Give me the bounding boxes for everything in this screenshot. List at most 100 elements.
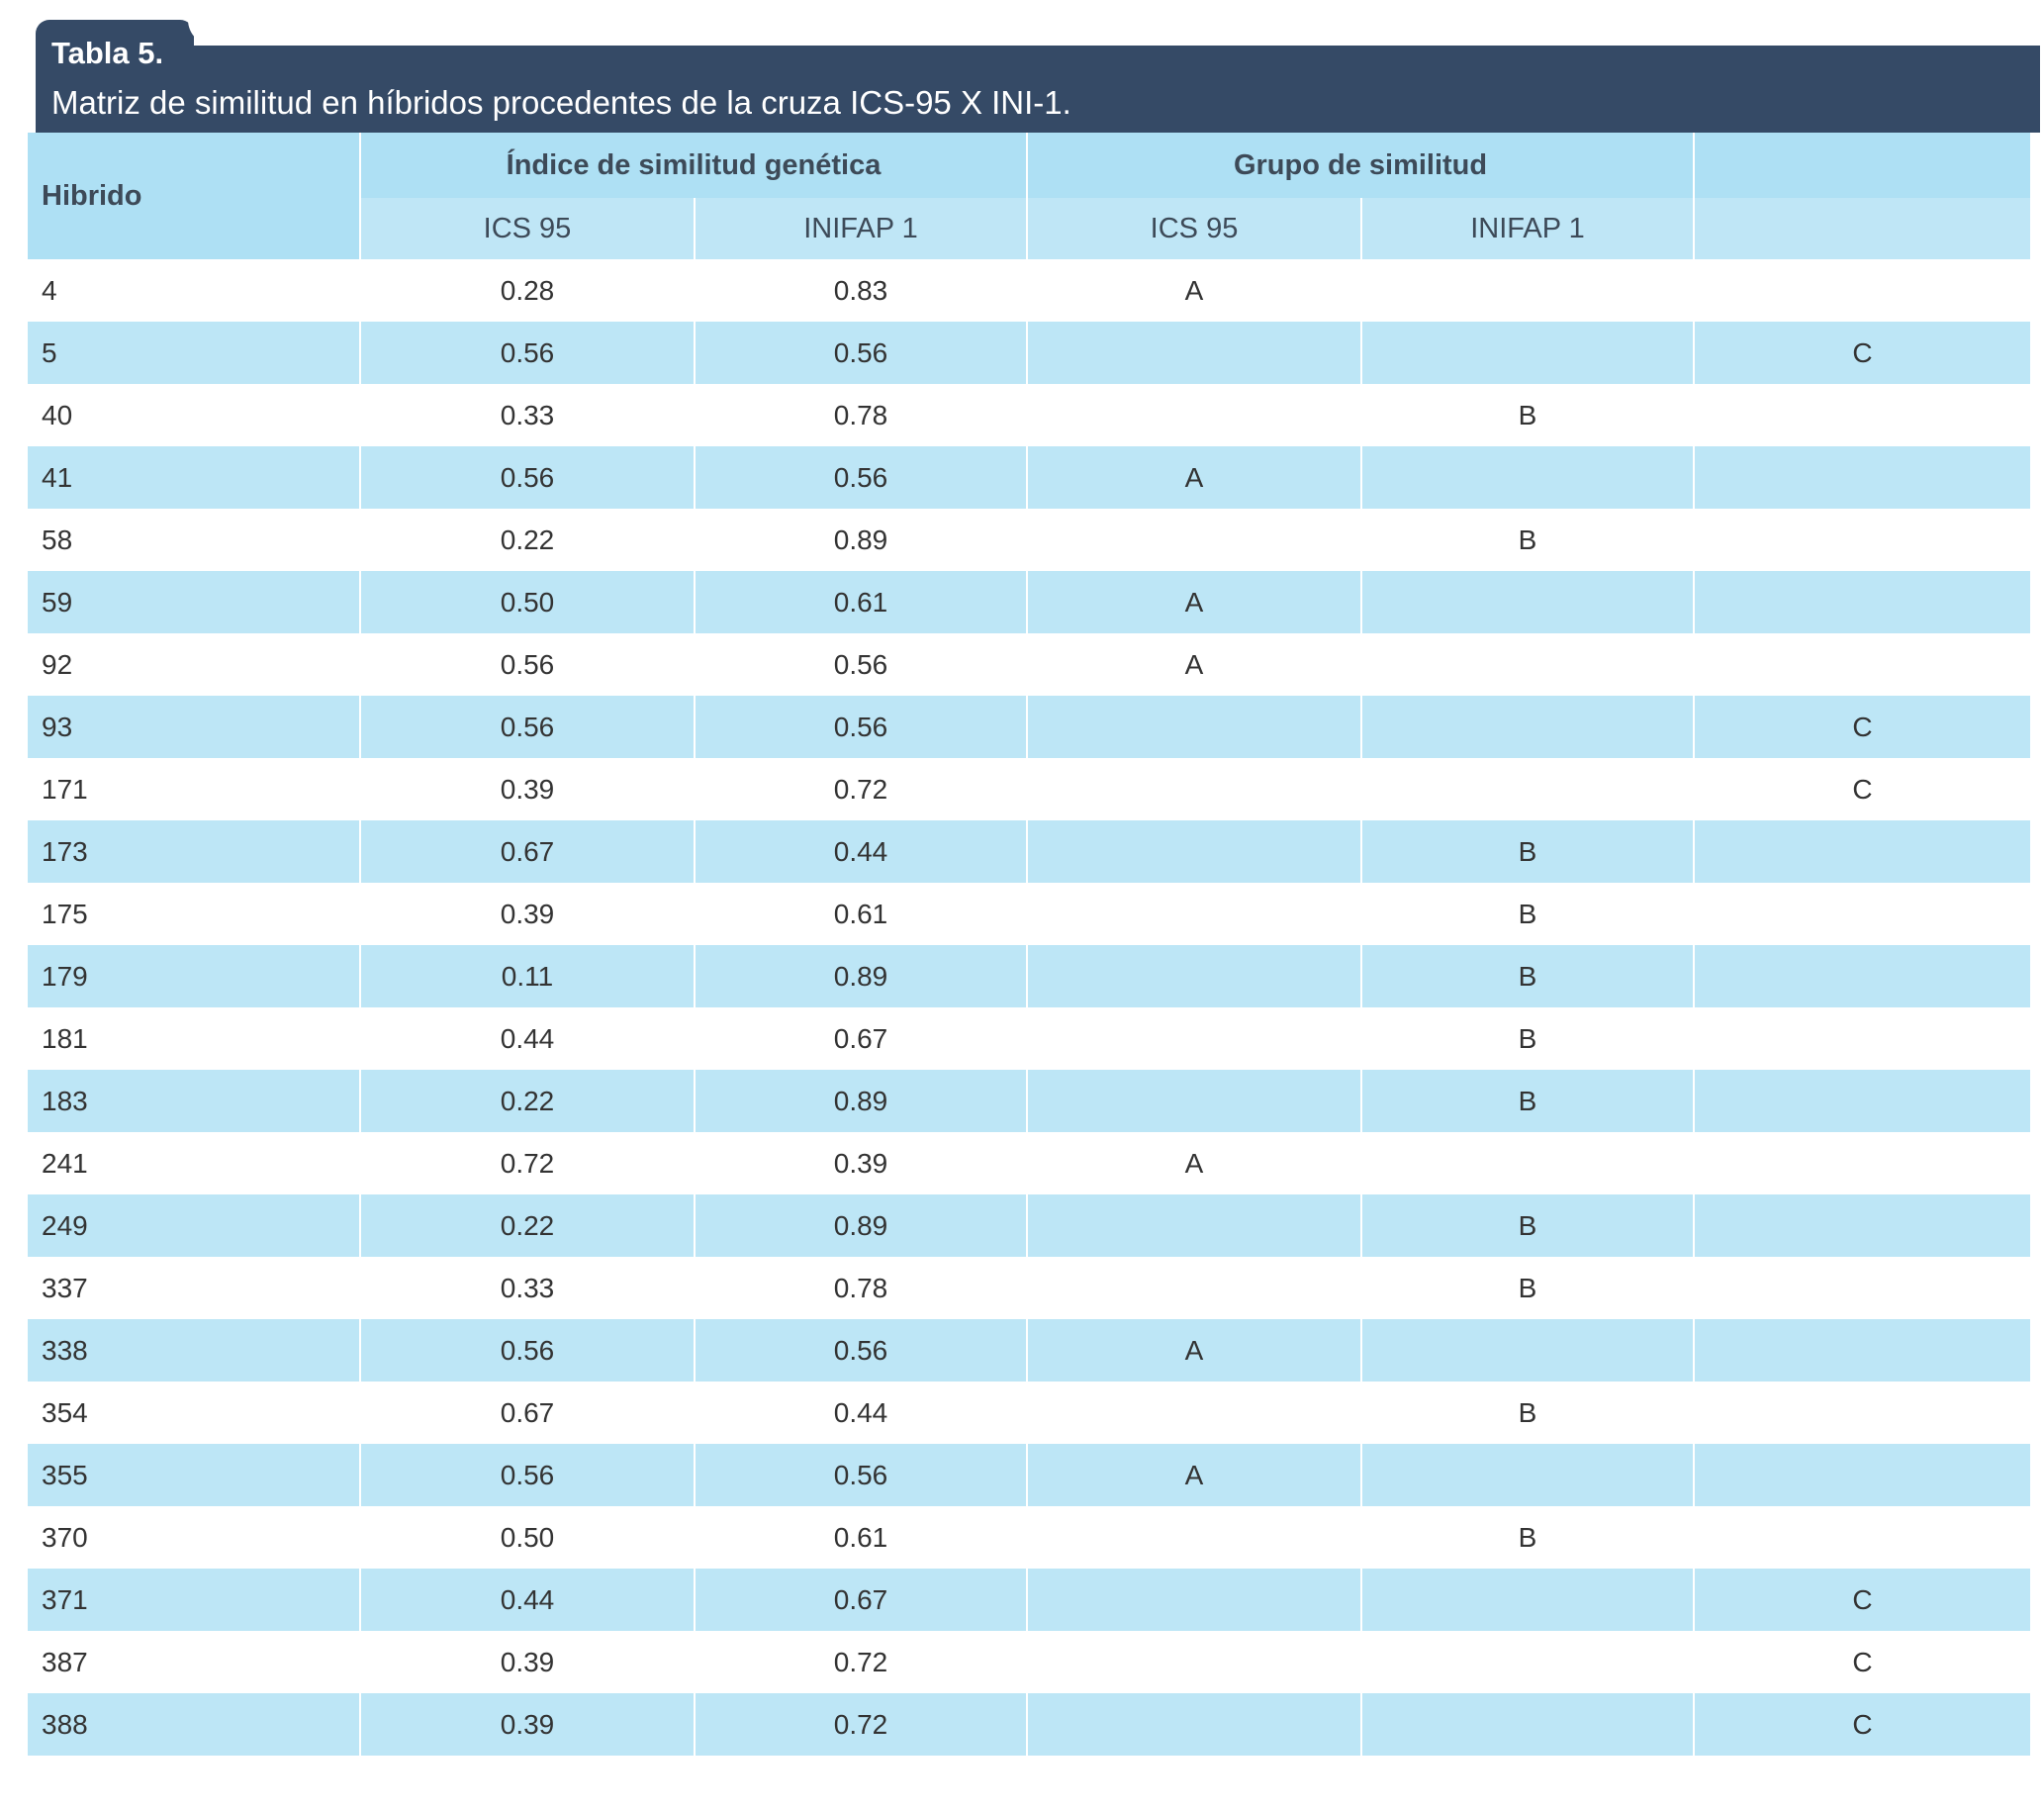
cell-indice-inifap1: 0.78 <box>693 1257 1029 1319</box>
cell-indice-inifap1: 0.78 <box>693 384 1029 446</box>
cell-indice-inifap1: 0.39 <box>693 1132 1029 1194</box>
cell-grupo-inifap1 <box>1360 322 1696 384</box>
cell-grupo-inifap1 <box>1360 633 1696 696</box>
cell-grupo-ics95: A <box>1026 1319 1363 1382</box>
cell-hibrido: 40 <box>28 384 361 446</box>
cell-grupo-inifap1 <box>1360 1569 1696 1631</box>
cell-indice-ics95: 0.67 <box>359 820 696 883</box>
cell-grupo-inifap1: B <box>1360 1007 1696 1070</box>
caption-tab-curve <box>188 20 228 46</box>
cell-grupo-ics95 <box>1026 322 1363 384</box>
cell-grupo-inifap1: B <box>1360 509 1696 571</box>
column-group-empty <box>1693 133 2031 198</box>
cell-hibrido: 179 <box>28 945 361 1007</box>
cell-indice-inifap1: 0.61 <box>693 883 1029 945</box>
cell-hibrido: 388 <box>28 1693 361 1756</box>
cell-grupo-extra <box>1693 1257 2031 1319</box>
table-row: 337 0.33 0.78 B <box>28 1257 2031 1319</box>
table-row: 59 0.50 0.61 A <box>28 571 2031 633</box>
cell-grupo-ics95 <box>1026 696 1363 758</box>
cell-grupo-extra <box>1693 1444 2031 1506</box>
cell-indice-inifap1: 0.72 <box>693 758 1029 820</box>
cell-grupo-inifap1 <box>1360 758 1696 820</box>
table-row: 387 0.39 0.72 C <box>28 1631 2031 1693</box>
cell-grupo-ics95 <box>1026 883 1363 945</box>
column-header-grupo-inifap1: INIFAP 1 <box>1360 198 1696 259</box>
cell-grupo-extra <box>1693 446 2031 509</box>
cell-indice-ics95: 0.39 <box>359 883 696 945</box>
cell-grupo-ics95 <box>1026 758 1363 820</box>
table-row: 92 0.56 0.56 A <box>28 633 2031 696</box>
cell-grupo-inifap1: B <box>1360 1194 1696 1257</box>
cell-grupo-inifap1 <box>1360 259 1696 322</box>
table-row: 338 0.56 0.56 A <box>28 1319 2031 1382</box>
cell-indice-inifap1: 0.89 <box>693 1194 1029 1257</box>
cell-indice-inifap1: 0.89 <box>693 945 1029 1007</box>
cell-grupo-ics95: A <box>1026 1132 1363 1194</box>
cell-grupo-extra: C <box>1693 1631 2031 1693</box>
table-row: 93 0.56 0.56 C <box>28 696 2031 758</box>
cell-grupo-extra: C <box>1693 1693 2031 1756</box>
table-row: 175 0.39 0.61 B <box>28 883 2031 945</box>
cell-indice-ics95: 0.56 <box>359 322 696 384</box>
table-row: 181 0.44 0.67 B <box>28 1007 2031 1070</box>
cell-indice-inifap1: 0.83 <box>693 259 1029 322</box>
cell-grupo-ics95: A <box>1026 633 1363 696</box>
cell-indice-inifap1: 0.72 <box>693 1631 1029 1693</box>
cell-grupo-ics95 <box>1026 1257 1363 1319</box>
cell-indice-ics95: 0.28 <box>359 259 696 322</box>
cell-grupo-inifap1 <box>1360 1444 1696 1506</box>
table-row: 5 0.56 0.56 C <box>28 322 2031 384</box>
cell-indice-ics95: 0.22 <box>359 1194 696 1257</box>
cell-indice-ics95: 0.56 <box>359 1319 696 1382</box>
cell-indice-ics95: 0.67 <box>359 1382 696 1444</box>
cell-hibrido: 371 <box>28 1569 361 1631</box>
cell-indice-ics95: 0.50 <box>359 1506 696 1569</box>
cell-hibrido: 5 <box>28 322 361 384</box>
cell-grupo-inifap1 <box>1360 696 1696 758</box>
table-row: 370 0.50 0.61 B <box>28 1506 2031 1569</box>
table-row: 179 0.11 0.89 B <box>28 945 2031 1007</box>
cell-grupo-extra <box>1693 1007 2031 1070</box>
cell-indice-inifap1: 0.56 <box>693 1444 1029 1506</box>
cell-grupo-ics95 <box>1026 384 1363 446</box>
cell-indice-ics95: 0.11 <box>359 945 696 1007</box>
cell-hibrido: 241 <box>28 1132 361 1194</box>
table-row: 4 0.28 0.83 A <box>28 259 2031 322</box>
cell-indice-ics95: 0.56 <box>359 1444 696 1506</box>
cell-grupo-extra <box>1693 1319 2031 1382</box>
cell-indice-inifap1: 0.56 <box>693 322 1029 384</box>
cell-grupo-extra <box>1693 1382 2031 1444</box>
cell-indice-ics95: 0.22 <box>359 1070 696 1132</box>
cell-grupo-ics95 <box>1026 1506 1363 1569</box>
cell-grupo-ics95 <box>1026 1070 1363 1132</box>
cell-hibrido: 171 <box>28 758 361 820</box>
table-label: Tabla 5. <box>51 36 164 70</box>
cell-grupo-extra <box>1693 384 2031 446</box>
cell-grupo-extra: C <box>1693 322 2031 384</box>
cell-indice-ics95: 0.39 <box>359 1693 696 1756</box>
cell-grupo-extra <box>1693 1070 2031 1132</box>
table-row: 41 0.56 0.56 A <box>28 446 2031 509</box>
cell-indice-inifap1: 0.56 <box>693 696 1029 758</box>
cell-grupo-extra <box>1693 820 2031 883</box>
cell-grupo-extra <box>1693 1194 2031 1257</box>
cell-hibrido: 41 <box>28 446 361 509</box>
cell-indice-inifap1: 0.89 <box>693 509 1029 571</box>
cell-indice-inifap1: 0.61 <box>693 571 1029 633</box>
column-group-indice: Índice de similitud genética <box>358 133 1029 198</box>
cell-indice-inifap1: 0.67 <box>693 1569 1029 1631</box>
column-header-extra <box>1693 198 2031 259</box>
column-header-indice-ics95: ICS 95 <box>360 198 696 259</box>
header-row-groups: Hibrido Índice de similitud genética Gru… <box>28 133 2031 259</box>
cell-grupo-extra <box>1693 945 2031 1007</box>
cell-grupo-ics95: A <box>1026 446 1363 509</box>
cell-indice-inifap1: 0.67 <box>693 1007 1029 1070</box>
column-header-grupo-ics95: ICS 95 <box>1026 198 1363 259</box>
table-row: 58 0.22 0.89 B <box>28 509 2031 571</box>
cell-grupo-inifap1: B <box>1360 384 1696 446</box>
cell-grupo-inifap1: B <box>1360 1257 1696 1319</box>
cell-grupo-extra: C <box>1693 1569 2031 1631</box>
cell-indice-inifap1: 0.44 <box>693 1382 1029 1444</box>
table-row: 249 0.22 0.89 B <box>28 1194 2031 1257</box>
